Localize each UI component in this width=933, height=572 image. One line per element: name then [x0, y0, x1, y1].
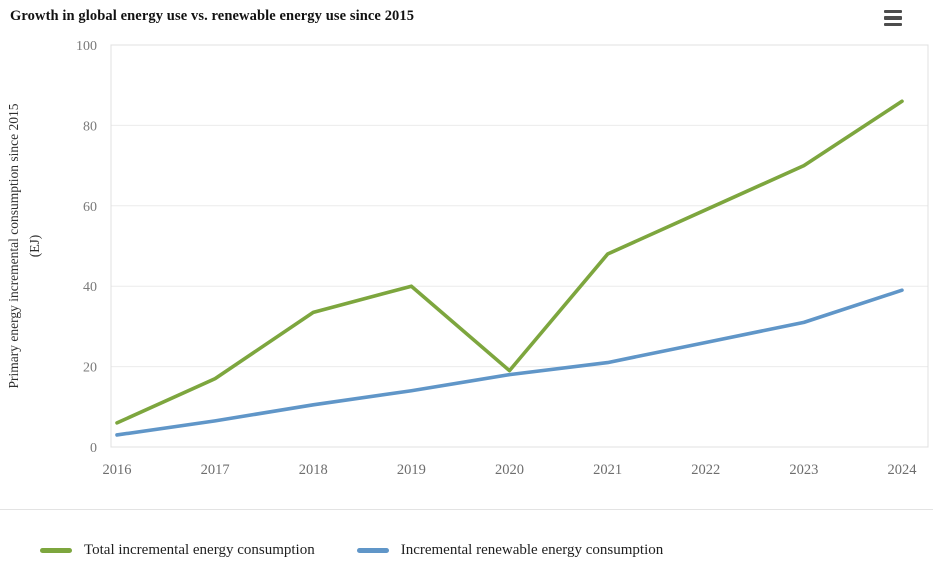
line-chart-plot: 0 20 40 60 80 100 2016 2017 2018 2019 2020 2021 2022…	[6, 39, 929, 478]
legend-swatch-renewable	[356, 547, 389, 553]
legend-label-renewable: Incremental renewable energy consumption	[400, 541, 664, 558]
ytick-label-60: 60	[83, 200, 97, 215]
series-line-1	[115, 288, 904, 437]
chart-title: Growth in global energy use vs. renewabl…	[10, 8, 415, 24]
ytick-label-80: 80	[83, 119, 97, 134]
plot-border	[110, 44, 929, 448]
xtick-label-2020: 2020	[495, 462, 524, 478]
ytick-label-100: 100	[76, 39, 97, 54]
xtick-label-2021: 2021	[593, 462, 622, 478]
legend-item-total: Total incremental energy consumption	[40, 542, 315, 559]
xtick-label-2023: 2023	[789, 462, 818, 478]
legend-item-renewable: Incremental renewable energy consumption	[356, 541, 664, 559]
xtick-label-2024: 2024	[888, 462, 918, 478]
xtick-label-2016: 2016	[103, 462, 132, 478]
xtick-label-2019: 2019	[397, 462, 426, 478]
xtick-label-2022: 2022	[691, 462, 720, 478]
series-line-0	[115, 99, 904, 425]
chart-legend: Total incremental energy consumption Inc…	[40, 538, 663, 562]
ytick-label-40: 40	[83, 280, 97, 295]
xtick-label-2018: 2018	[299, 462, 328, 478]
footer-divider	[0, 509, 933, 510]
legend-label-total: Total incremental energy consumption	[84, 541, 315, 558]
legend-swatch-total	[40, 547, 72, 553]
ytick-label-20: 20	[83, 361, 97, 376]
y-axis-title-unit: (EJ)	[27, 235, 42, 258]
hamburger-menu-icon[interactable]	[884, 10, 902, 26]
xtick-label-2017: 2017	[201, 462, 230, 478]
ytick-label-0: 0	[90, 441, 97, 456]
y-axis-title: Primary energy incremental consumption s…	[6, 103, 21, 388]
